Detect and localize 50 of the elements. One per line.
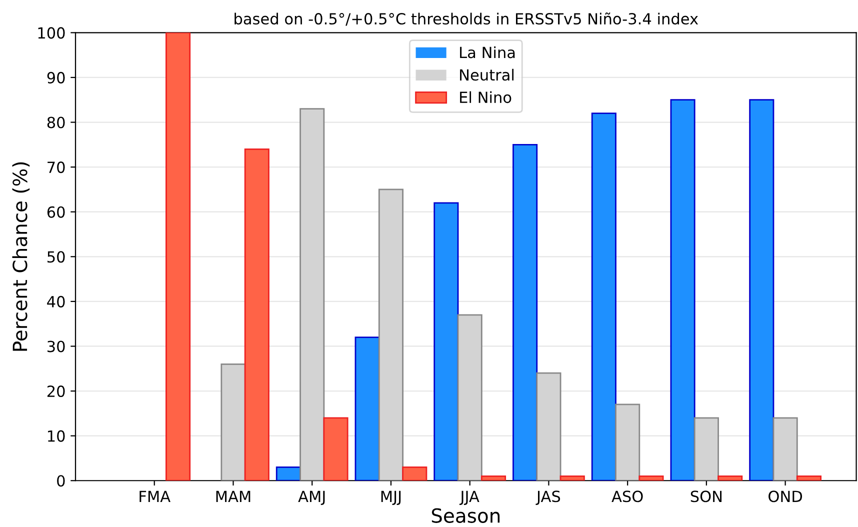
x-tick-label: ASO bbox=[612, 490, 643, 502]
chart-title: based on -0.5°/+0.5°C thresholds in ERSSTv5 Niño-3.4 index bbox=[234, 12, 698, 26]
bar bbox=[166, 32, 191, 481]
bar bbox=[354, 336, 380, 481]
bar bbox=[457, 314, 482, 481]
y-tick-label: 0 bbox=[57, 475, 65, 487]
x-tick-label: JJA bbox=[459, 490, 480, 506]
bar bbox=[638, 475, 664, 481]
bar bbox=[591, 112, 616, 481]
y-tick-label: 90 bbox=[47, 72, 65, 84]
bar bbox=[434, 202, 459, 481]
y-tick-label: 100 bbox=[38, 27, 65, 39]
bar bbox=[300, 108, 325, 481]
bar bbox=[276, 466, 301, 481]
bar bbox=[560, 475, 585, 481]
x-tick-label: FMA bbox=[140, 490, 170, 502]
y-tick-label: 80 bbox=[47, 116, 65, 128]
bar bbox=[512, 144, 538, 481]
y-tick-label: 50 bbox=[48, 251, 65, 263]
bar bbox=[323, 417, 348, 481]
bar bbox=[694, 417, 719, 481]
x-tick-label: AMJ bbox=[298, 490, 325, 506]
bar bbox=[796, 475, 822, 481]
y-tick-label: 20 bbox=[47, 386, 65, 398]
legend-label: El Nino bbox=[460, 91, 512, 104]
bar bbox=[772, 417, 798, 481]
bar bbox=[615, 404, 640, 481]
legend-label: La Nina bbox=[460, 46, 515, 58]
x-tick-label: SON bbox=[690, 490, 722, 502]
bar bbox=[536, 372, 562, 481]
x-tick-label: OND bbox=[768, 490, 802, 502]
y-tick-label: 60 bbox=[47, 206, 65, 218]
y-tick-label: 10 bbox=[48, 430, 65, 442]
bar bbox=[220, 363, 246, 481]
bar bbox=[670, 99, 696, 481]
x-tick-label: JAS bbox=[536, 490, 560, 506]
bar bbox=[480, 475, 506, 481]
bar bbox=[378, 188, 404, 481]
y-tick-label: 40 bbox=[47, 296, 65, 308]
bar bbox=[749, 99, 774, 481]
x-tick-label: MAM bbox=[216, 490, 250, 502]
y-tick-label: 30 bbox=[48, 340, 65, 352]
x-axis-title: Season bbox=[432, 508, 500, 523]
x-tick-label: MJJ bbox=[381, 490, 401, 506]
legend-label: Neutral bbox=[460, 68, 514, 81]
bar bbox=[402, 466, 428, 481]
bar bbox=[718, 475, 743, 481]
y-tick-label: 70 bbox=[48, 162, 65, 174]
bar bbox=[244, 148, 270, 481]
y-axis-title: Percent Chance (%) bbox=[12, 162, 30, 351]
